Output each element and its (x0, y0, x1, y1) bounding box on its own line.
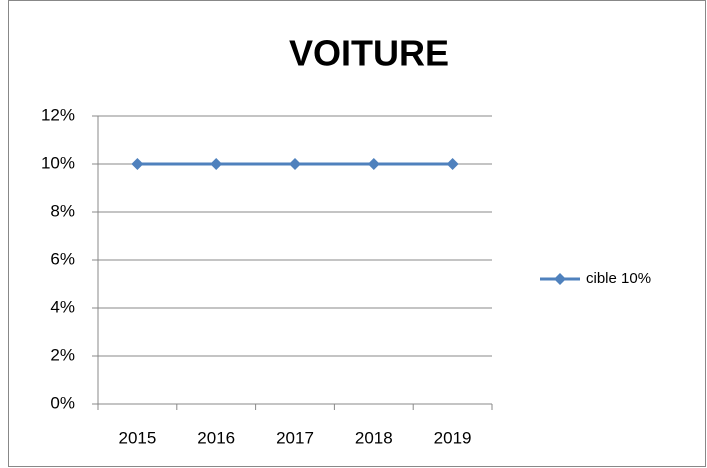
chart-border (8, 0, 706, 467)
point-marker (131, 158, 144, 170)
y-tick-label: 0% (50, 393, 75, 412)
x-tick-label: 2016 (197, 428, 235, 447)
point-marker (210, 158, 223, 170)
x-tick-label: 2019 (434, 428, 472, 447)
point-marker (289, 158, 301, 170)
point-marker (446, 158, 459, 170)
y-tick-label: 6% (50, 249, 75, 268)
legend-marker (554, 273, 566, 285)
y-tick-label: 12% (41, 105, 75, 124)
point-marker (367, 158, 380, 170)
x-tick-label: 2015 (118, 428, 156, 447)
y-tick-label: 8% (50, 201, 75, 220)
y-tick-label: 10% (41, 153, 75, 172)
x-tick-label: 2018 (355, 428, 393, 447)
legend-label: cible 10% (586, 270, 651, 287)
y-tick-label: 4% (50, 297, 75, 316)
y-tick-label: 2% (50, 345, 75, 364)
x-tick-label: 2017 (276, 428, 314, 447)
chart-title: VOITURE (289, 33, 449, 74)
